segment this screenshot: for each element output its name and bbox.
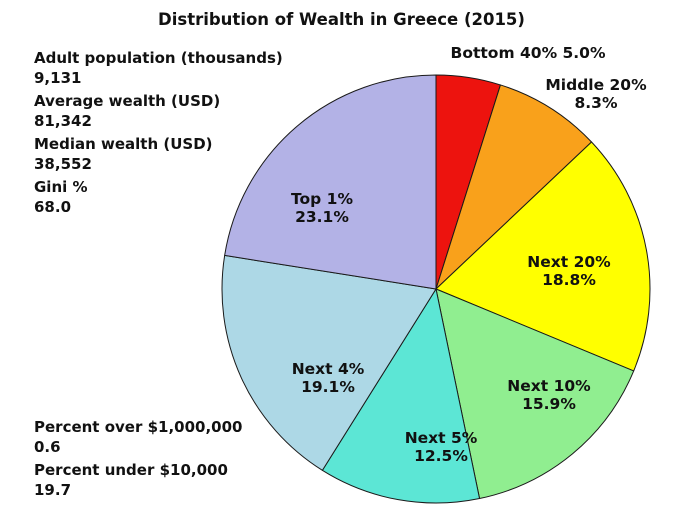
stat-label: Percent over $1,000,000 xyxy=(34,418,243,436)
pie-slice-next-10- xyxy=(435,288,635,500)
pie-slice-middle-20- xyxy=(435,84,593,290)
pie-slice-top-1- xyxy=(224,74,437,290)
stat-value: 38,552 xyxy=(34,155,92,173)
pie-slice-next-5- xyxy=(321,288,481,504)
stat-median-wealth: Median wealth (USD) 38,552 xyxy=(34,134,283,174)
stat-gini: Gini % 68.0 xyxy=(34,177,283,217)
slice-label-next-10-: Next 10% 15.9% xyxy=(507,377,591,413)
stats-panel-bottom: Percent over $1,000,000 0.6 Percent unde… xyxy=(34,417,242,503)
stat-value: 81,342 xyxy=(34,112,92,130)
stat-label: Median wealth (USD) xyxy=(34,135,213,153)
slice-label-middle-20-: Middle 20% 8.3% xyxy=(545,76,647,112)
pie-slice-next-4- xyxy=(221,254,437,471)
stat-value: 19.7 xyxy=(34,481,72,499)
chart-title: Distribution of Wealth in Greece (2015) xyxy=(158,10,525,29)
stat-percent-over-1m: Percent over $1,000,000 0.6 xyxy=(34,417,242,457)
slice-label-next-20-: Next 20% 18.8% xyxy=(527,253,611,289)
stat-adult-population: Adult population (thousands) 9,131 xyxy=(34,48,283,88)
stats-panel-top: Adult population (thousands) 9,131 Avera… xyxy=(34,48,283,220)
stat-average-wealth: Average wealth (USD) 81,342 xyxy=(34,91,283,131)
stat-label: Adult population (thousands) xyxy=(34,49,283,67)
stat-label: Percent under $10,000 xyxy=(34,461,228,479)
slice-label-bottom-40-: Bottom 40% 5.0% xyxy=(450,44,606,62)
stat-percent-under-10k: Percent under $10,000 19.7 xyxy=(34,460,242,500)
stat-value: 9,131 xyxy=(34,69,82,87)
slice-label-next-5-: Next 5% 12.5% xyxy=(404,429,478,465)
slice-label-next-4-: Next 4% 19.1% xyxy=(291,360,365,396)
stat-label: Gini % xyxy=(34,178,88,196)
stat-value: 0.6 xyxy=(34,438,61,456)
stat-label: Average wealth (USD) xyxy=(34,92,221,110)
pie-slice-next-20- xyxy=(435,141,651,372)
stat-value: 68.0 xyxy=(34,198,72,216)
slice-label-top-1-: Top 1% 23.1% xyxy=(291,190,353,226)
